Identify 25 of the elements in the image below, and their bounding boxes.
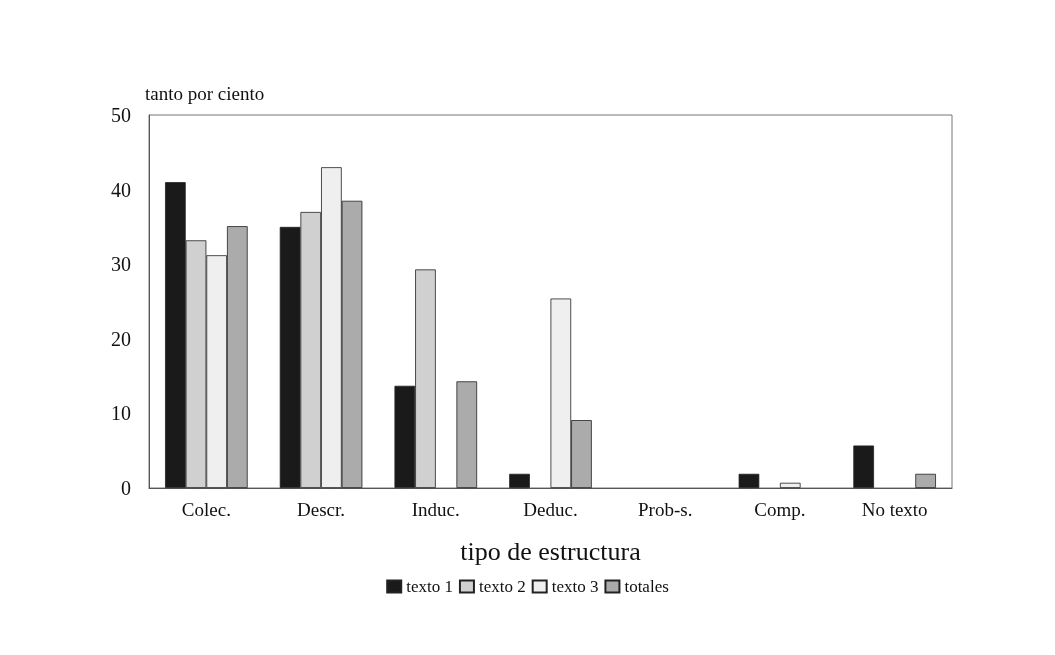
bar	[915, 473, 936, 488]
x-axis-title: tipo de estructura	[460, 536, 642, 566]
x-tick-label: Induc.	[411, 499, 460, 520]
bar	[509, 473, 530, 488]
legend-label: texto 3	[551, 577, 599, 596]
x-tick-label: Comp.	[754, 499, 806, 520]
y-tick-label: 40	[111, 178, 131, 201]
x-tick-label: Descr.	[297, 499, 346, 520]
bar	[779, 482, 801, 488]
legend-label: totales	[624, 577, 669, 596]
x-tick-label: Deduc.	[523, 499, 578, 520]
x-tick-label: Colec.	[181, 499, 231, 520]
legend-label: texto 2	[478, 577, 526, 596]
legend-label: texto 1	[406, 577, 453, 596]
y-tick-label: 0	[121, 477, 131, 499]
bar	[456, 381, 478, 488]
y-tick-label: 10	[111, 402, 131, 425]
y-tick-label: 20	[111, 327, 131, 350]
bar	[738, 473, 760, 488]
y-tick-label: 50	[111, 104, 131, 126]
y-axis-title: tanto por ciento	[145, 83, 265, 104]
x-tick-label: Prob-s.	[638, 499, 693, 520]
bar	[853, 445, 874, 488]
x-tick-label: No texto	[861, 499, 928, 520]
y-tick-label: 30	[111, 253, 131, 276]
